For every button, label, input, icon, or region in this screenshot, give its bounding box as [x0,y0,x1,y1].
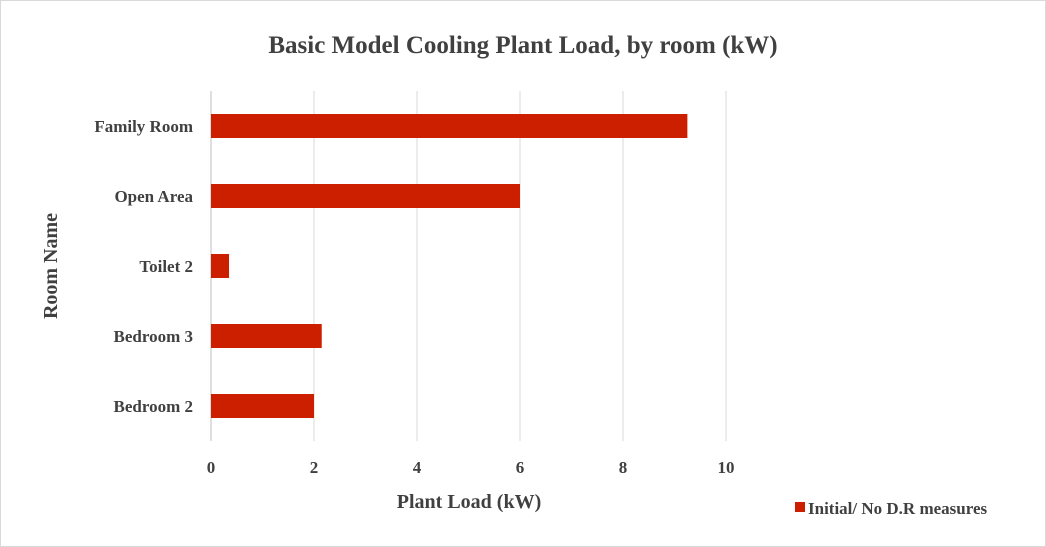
legend-swatch [795,502,805,512]
y-tick-label-family-room: Family Room [94,117,193,136]
x-axis-title: Plant Load (kW) [397,491,541,513]
y-tick-label-bedroom-2: Bedroom 2 [114,397,194,416]
x-tick-label-6: 6 [516,458,525,477]
bar-bedroom-2 [211,394,314,418]
legend: Initial/ No D.R measures [795,499,988,518]
bar-bedroom-3 [211,324,322,348]
y-tick-label-bedroom-3: Bedroom 3 [114,327,194,346]
x-tick-labels: 0 2 4 6 8 10 [207,458,735,477]
bar-toilet-2 [211,254,230,278]
bars-group [211,114,688,418]
y-tick-label-open-area: Open Area [114,187,193,206]
y-tick-label-toilet-2: Toilet 2 [139,257,193,276]
y-tick-labels: Family Room Open Area Toilet 2 Bedroom 3 Bed… [94,117,193,416]
y-axis-title: Room Name [40,213,62,319]
x-tick-label-4: 4 [413,458,422,477]
x-tick-label-10: 10 [718,458,735,477]
gridlines [313,91,727,441]
bar-open-area [211,184,520,208]
x-tick-label-2: 2 [310,458,319,477]
chart-title: Basic Model Cooling Plant Load, by room … [268,32,777,59]
x-tick-label-0: 0 [207,458,216,477]
bar-family-room [211,114,688,138]
legend-label: Initial/ No D.R measures [808,499,988,518]
x-tick-label-8: 8 [619,458,628,477]
